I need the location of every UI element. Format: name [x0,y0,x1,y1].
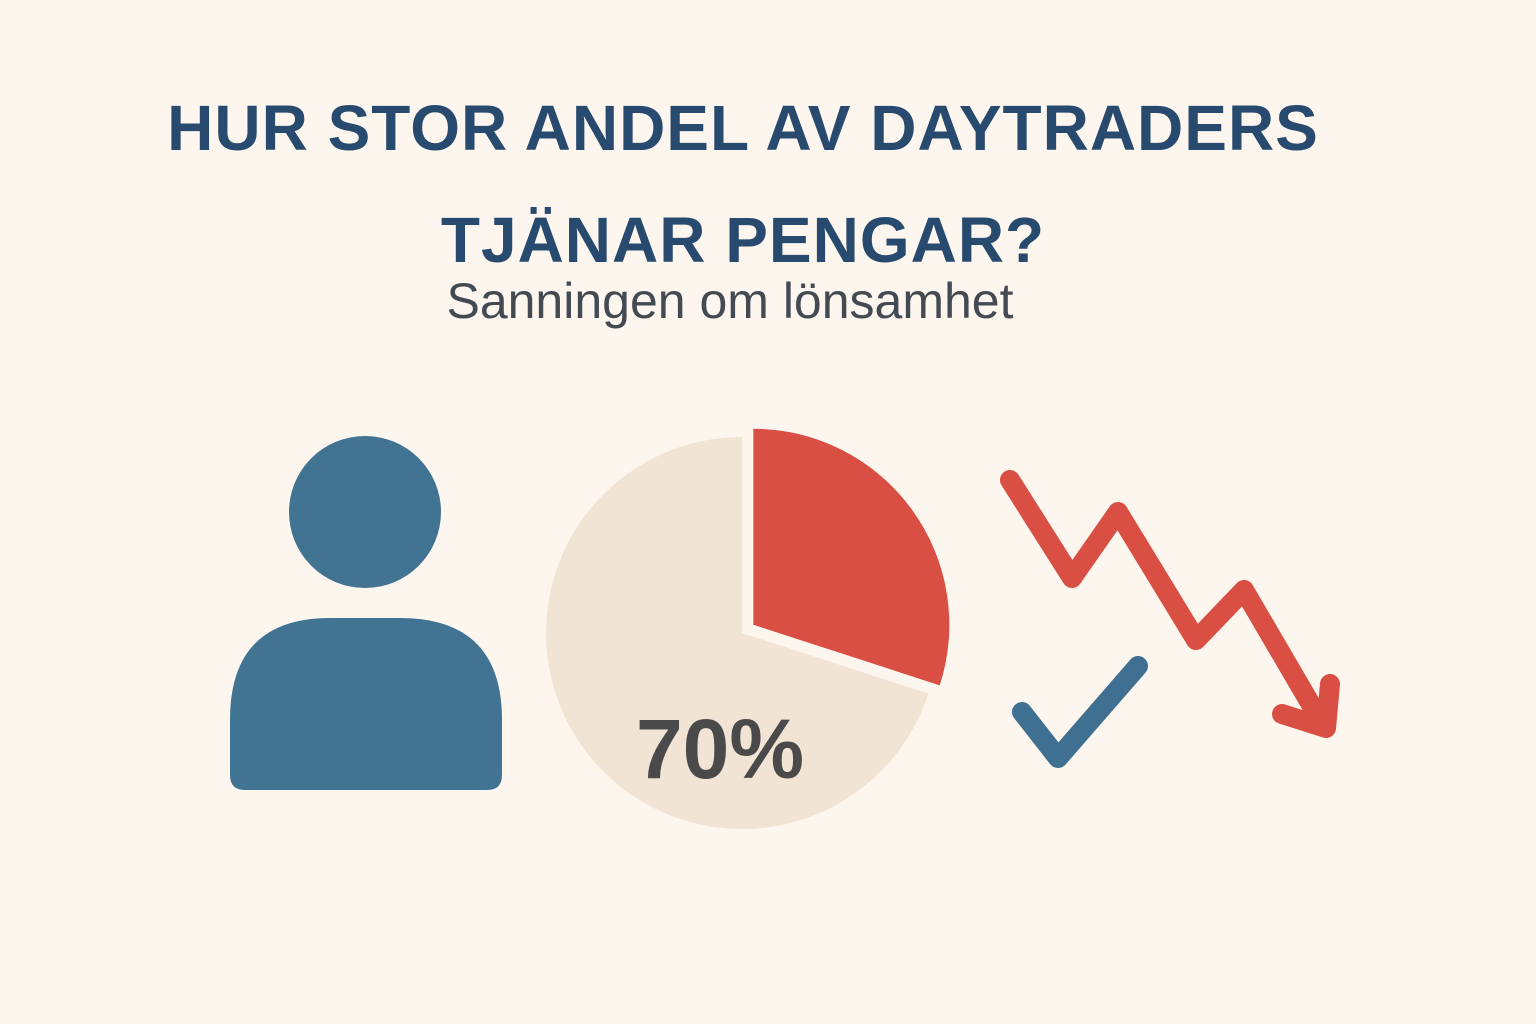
chart-title: HUR STOR ANDEL AV DAYTRADERS TJÄNAR PENG… [167,92,1319,276]
down-arrow [1000,470,1330,730]
arrow-head [1272,674,1340,738]
title-block: HUR STOR ANDEL AV DAYTRADERS TJÄNAR PENG… [118,72,1418,296]
pie-slice [546,437,929,829]
check-icon [1012,656,1148,768]
person-body [230,618,502,790]
slice-label: 70% [636,702,804,796]
person-head [289,436,441,588]
pie-slice [753,428,950,686]
chart-subtitle: Sanningen om lönsamhet [446,273,1014,329]
person-icon [230,436,502,790]
